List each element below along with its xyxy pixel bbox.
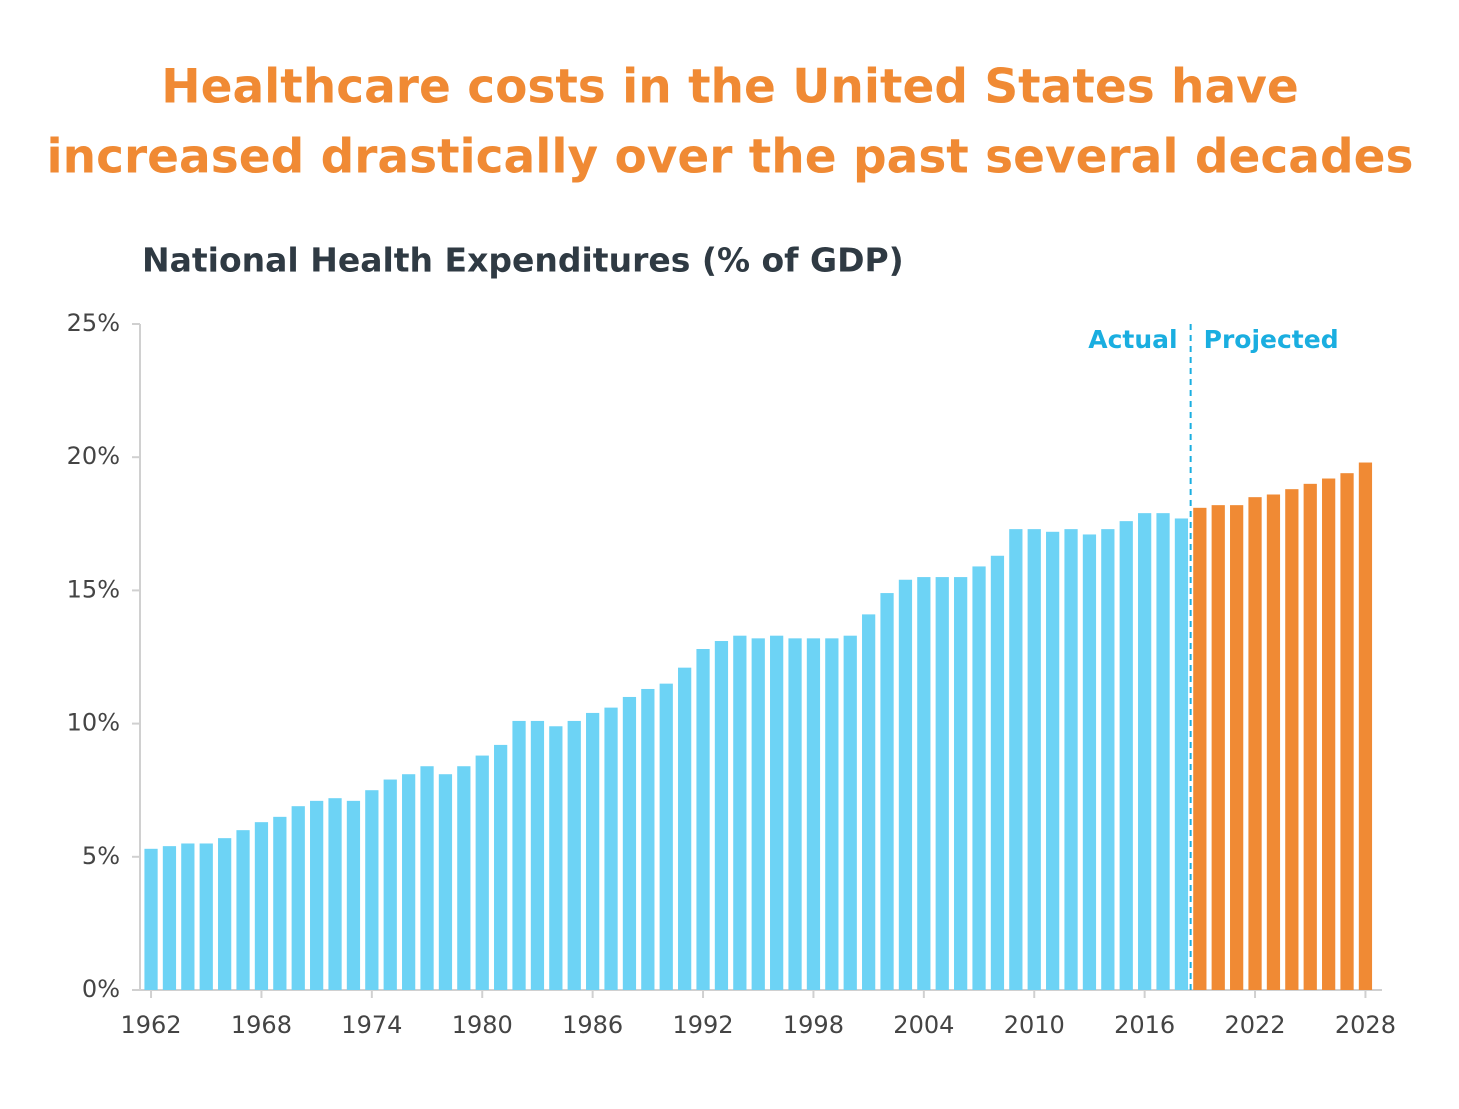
bar [990, 555, 1005, 990]
bar [972, 566, 986, 990]
x-tick-label: 2016 [1114, 1011, 1175, 1039]
bar [954, 577, 968, 990]
x-tick-label: 1968 [231, 1011, 292, 1039]
x-tick-label: 2028 [1335, 1011, 1396, 1039]
bar [475, 755, 489, 990]
bar [144, 848, 158, 990]
bar [181, 843, 195, 990]
bar [843, 635, 857, 990]
bar [1303, 483, 1317, 990]
y-tick-label: 0% [82, 975, 120, 1003]
bar [162, 846, 177, 990]
y-tick-label: 5% [82, 842, 120, 870]
bar [935, 577, 949, 990]
bar [1358, 462, 1373, 990]
bar [530, 720, 545, 990]
bar [788, 638, 802, 990]
x-tick-label: 1986 [562, 1011, 623, 1039]
bar [1285, 489, 1299, 990]
bar [862, 614, 876, 990]
bar [1174, 518, 1189, 990]
legend-label: Projected [1204, 325, 1339, 354]
bar [770, 635, 784, 990]
bar [365, 790, 379, 990]
x-tick-label: 1980 [452, 1011, 513, 1039]
x-tick-label: 1974 [341, 1011, 402, 1039]
bar [586, 712, 600, 990]
bar [1064, 529, 1078, 990]
bar [310, 800, 324, 990]
bar [622, 696, 637, 990]
y-tick-label: 20% [67, 442, 120, 470]
y-tick-label: 15% [67, 575, 120, 603]
bar [236, 830, 250, 990]
bar [383, 779, 397, 990]
bar [917, 577, 931, 990]
bar [328, 798, 342, 990]
bar [806, 638, 821, 990]
bar [1138, 513, 1152, 990]
bar [549, 726, 563, 990]
bar [402, 774, 416, 990]
bar [420, 766, 434, 990]
bar [714, 641, 729, 990]
chart-title: Healthcare costs in the United States ha… [161, 60, 1298, 115]
bar [1046, 531, 1060, 990]
bar [678, 667, 692, 990]
bar [733, 635, 747, 990]
bar [1248, 497, 1262, 990]
x-tick-label: 1992 [673, 1011, 734, 1039]
legend-label: Actual [1088, 325, 1177, 354]
x-tick-label: 2010 [1004, 1011, 1065, 1039]
bar [457, 766, 471, 990]
bar [825, 638, 839, 990]
bar [1340, 473, 1354, 991]
bar [1266, 494, 1281, 990]
bar [604, 707, 618, 990]
bar [199, 843, 213, 990]
chart-subtitle: National Health Expenditures (% of GDP) [142, 241, 904, 280]
bar [291, 806, 305, 990]
bar [880, 593, 894, 990]
y-tick-label: 10% [67, 709, 120, 737]
bar [1322, 478, 1336, 990]
bar [659, 683, 673, 990]
bar [1193, 507, 1207, 990]
bar [512, 720, 526, 990]
x-tick-label: 2022 [1225, 1011, 1286, 1039]
bar [494, 744, 508, 990]
bar [1082, 534, 1097, 990]
bar [696, 649, 710, 990]
bar [438, 774, 453, 990]
x-tick-label: 1962 [121, 1011, 182, 1039]
bar [346, 800, 361, 990]
bar [1027, 529, 1041, 990]
bar [1009, 529, 1023, 990]
bar [218, 838, 232, 990]
bar [641, 688, 655, 990]
bar [1101, 529, 1115, 990]
bar [273, 816, 287, 990]
bar [751, 638, 765, 990]
bar [898, 579, 913, 990]
x-tick-label: 1998 [783, 1011, 844, 1039]
y-tick-label: 25% [67, 309, 120, 337]
chart-title: increased drastically over the past seve… [47, 130, 1414, 185]
bar [254, 822, 269, 990]
bar [1230, 505, 1244, 990]
bar [567, 720, 581, 990]
x-tick-label: 2004 [893, 1011, 954, 1039]
bar [1119, 521, 1133, 990]
bar [1211, 505, 1225, 990]
bar [1156, 513, 1170, 990]
